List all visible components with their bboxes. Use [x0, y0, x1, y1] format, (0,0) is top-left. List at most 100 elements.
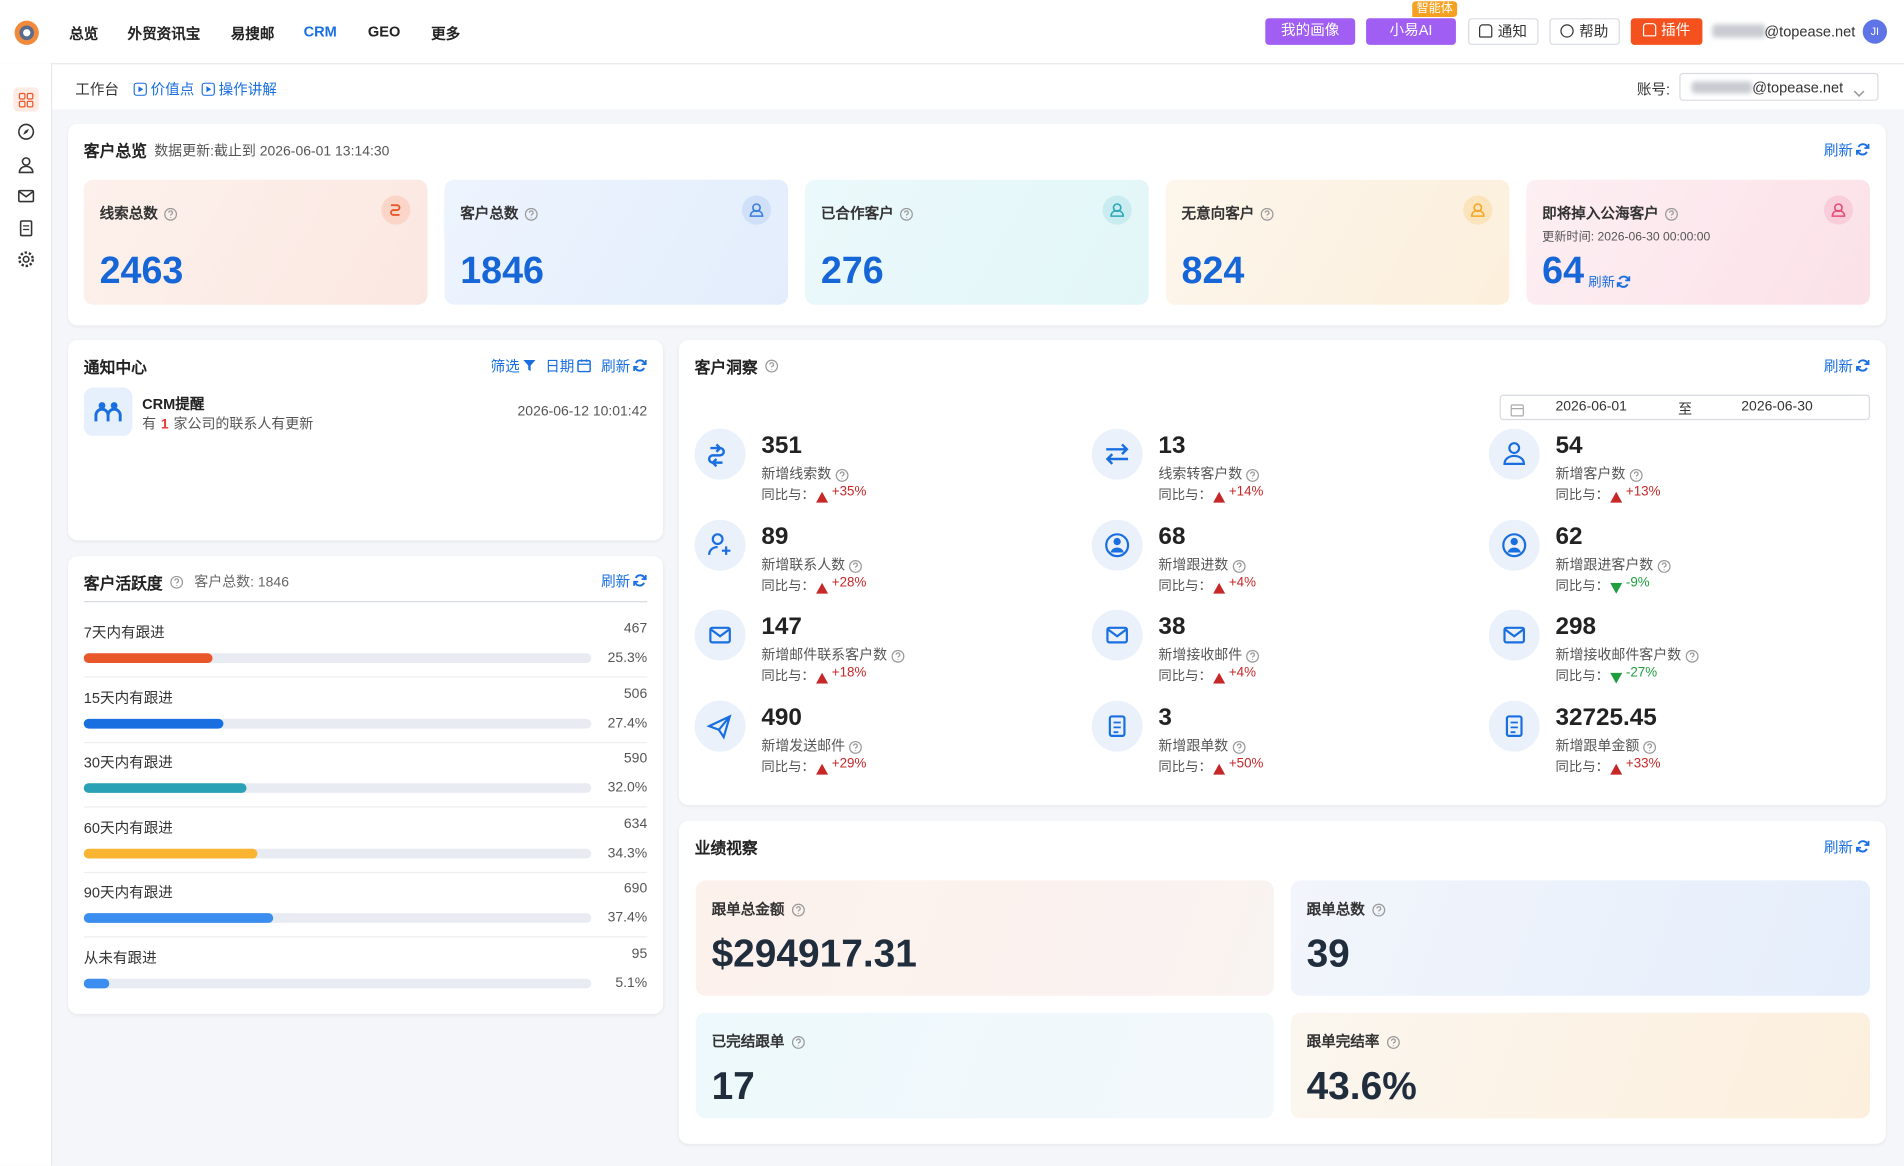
insights-panel	[678, 340, 1886, 806]
nav-item[interactable]: CRM	[303, 23, 337, 41]
date-range[interactable]	[1499, 394, 1871, 421]
insight-label: 新增跟单数	[1158, 738, 1229, 754]
refresh-button[interactable]: 刷新	[601, 573, 631, 591]
icon-part	[1246, 468, 1259, 482]
top-button[interactable]: 帮助	[1549, 18, 1620, 45]
refresh-button[interactable]: 刷新	[1588, 275, 1616, 291]
activity-pct: 5.1%	[615, 976, 648, 991]
activity-pct: 32.0%	[607, 781, 648, 796]
help-icon	[1665, 205, 1678, 227]
insight-label: 新增发送邮件	[761, 738, 846, 754]
top-button[interactable]: 小易AI	[1366, 18, 1456, 45]
icon-part	[1372, 903, 1386, 917]
icon-part	[18, 189, 35, 203]
icon-part	[1665, 207, 1678, 221]
date-from: 2026-06-01	[1555, 399, 1627, 415]
icon-part	[1213, 491, 1226, 503]
button-label: 帮助	[1579, 23, 1609, 41]
notification-action[interactable]: 刷新	[601, 358, 631, 376]
insight-icon	[694, 700, 746, 757]
notification-text: 有 1 家公司的联系人有更新	[142, 414, 318, 433]
help-icon	[791, 901, 805, 923]
icon-part	[1463, 195, 1493, 225]
compare-change: -9%	[1625, 574, 1650, 590]
icon-part	[1647, 742, 1653, 751]
nav-item[interactable]: 总览	[69, 25, 99, 43]
trend-arrow	[816, 577, 829, 599]
icon-part	[1685, 649, 1699, 663]
sub-nav-item[interactable]: 操作讲解	[218, 81, 277, 99]
icon-part	[791, 903, 805, 917]
icon-part	[1665, 207, 1678, 221]
icon-part	[1102, 195, 1132, 225]
row-divider	[83, 936, 648, 938]
insight-value: 32725.45	[1555, 703, 1657, 731]
activity-total: 客户总数: 1846	[194, 575, 289, 591]
top-button[interactable]: 插件	[1630, 18, 1703, 45]
trend-arrow	[1213, 668, 1226, 690]
icon-part	[839, 471, 845, 480]
icon-part	[1113, 720, 1121, 733]
notification-action[interactable]: 日期	[545, 358, 575, 376]
icon-part	[1610, 491, 1623, 503]
refresh-button[interactable]: 刷新	[1823, 142, 1854, 160]
avatar[interactable]: JI	[1862, 19, 1888, 44]
activity-bar	[83, 848, 258, 859]
nav-item[interactable]: 更多	[431, 25, 461, 43]
activity-count: 467	[623, 621, 648, 637]
icon-part	[18, 251, 35, 268]
insight-label: 新增邮件联系客户数	[761, 648, 888, 664]
activity-label: 60天内有跟进	[83, 819, 173, 837]
icon-part	[1091, 519, 1143, 571]
icon-part	[1091, 519, 1143, 571]
nav-item[interactable]: 外贸资讯宝	[127, 25, 201, 43]
insight-value: 38	[1158, 613, 1186, 640]
button-icon	[1642, 23, 1657, 37]
icon-part	[694, 609, 746, 661]
icon-part	[1236, 561, 1242, 570]
compare-change: +13%	[1625, 484, 1661, 500]
button-icon	[1479, 24, 1493, 38]
activity-pct: 25.3%	[607, 650, 648, 666]
insight-label: 新增客户数	[1555, 467, 1626, 483]
icon-part	[1105, 443, 1129, 465]
nav-item[interactable]: GEO	[367, 23, 401, 41]
trend-arrow	[1610, 487, 1623, 509]
stat-value: 824	[1181, 248, 1245, 292]
insight-value: 490	[761, 703, 802, 731]
icon-part	[1213, 763, 1226, 775]
icon-part	[849, 559, 862, 573]
icon-part	[1616, 275, 1631, 288]
compare-label: 同比与：	[761, 578, 815, 594]
sidebar-active	[13, 87, 39, 112]
icon-part	[816, 672, 829, 684]
stat-label: 线索总数	[99, 205, 158, 223]
activity-count: 95	[631, 947, 648, 962]
icon-part	[18, 165, 34, 174]
compare-change: +35%	[831, 484, 867, 500]
insight-icon	[1091, 519, 1143, 576]
icon-part	[1610, 672, 1623, 684]
trend-arrow	[1213, 577, 1226, 599]
icon-part	[1510, 404, 1524, 417]
icon-part	[1390, 1038, 1396, 1047]
video-icon	[133, 80, 147, 102]
date-sep: 至	[1678, 403, 1693, 418]
icon-part	[524, 207, 538, 221]
activity-bar	[83, 978, 110, 989]
bar-track	[83, 913, 592, 924]
help-icon	[849, 738, 862, 760]
top-button[interactable]: 我的画像	[1265, 18, 1356, 45]
refresh-button[interactable]: 刷新	[1823, 839, 1854, 857]
nav-item[interactable]: 易搜邮	[230, 25, 275, 43]
button-icon	[1560, 24, 1575, 38]
top-button[interactable]: 通知	[1468, 18, 1539, 45]
icon-part	[634, 359, 646, 372]
notification-action[interactable]: 筛选	[490, 358, 520, 376]
sub-nav-item[interactable]: 价值点	[150, 81, 195, 99]
sub-nav-item[interactable]: 工作台	[75, 81, 120, 99]
refresh-button[interactable]: 刷新	[1823, 358, 1854, 376]
insight-value: 54	[1555, 432, 1583, 460]
icon-part	[1610, 672, 1623, 684]
help-icon	[1657, 557, 1671, 579]
